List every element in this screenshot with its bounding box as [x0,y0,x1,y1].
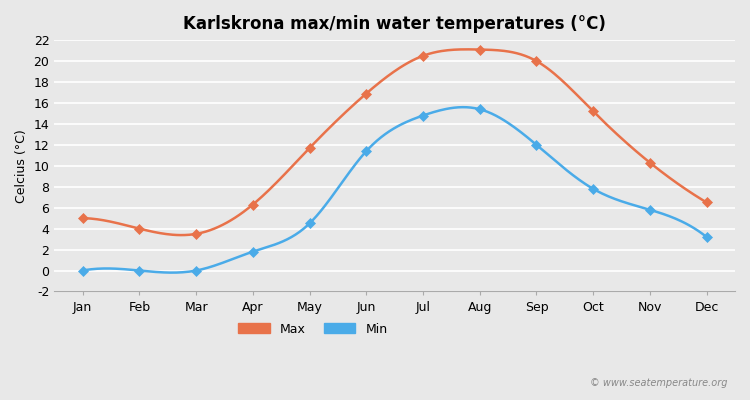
Text: © www.seatemperature.org: © www.seatemperature.org [590,378,728,388]
Y-axis label: Celcius (°C): Celcius (°C) [15,129,28,203]
Title: Karlskrona max/min water temperatures (°C): Karlskrona max/min water temperatures (°… [183,15,606,33]
Legend: Max, Min: Max, Min [233,318,392,340]
